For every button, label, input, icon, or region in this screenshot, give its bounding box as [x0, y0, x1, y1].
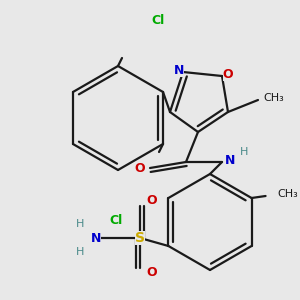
Text: H: H — [76, 219, 84, 229]
Text: N: N — [174, 64, 184, 76]
Text: Cl: Cl — [110, 214, 123, 226]
Text: O: O — [147, 266, 157, 278]
Text: CH₃: CH₃ — [264, 93, 284, 103]
Text: Cl: Cl — [152, 14, 165, 26]
Text: O: O — [135, 161, 145, 175]
Text: O: O — [147, 194, 157, 206]
Text: O: O — [223, 68, 233, 80]
Text: CH₃: CH₃ — [277, 189, 298, 199]
Text: H: H — [240, 147, 248, 157]
Text: H: H — [76, 247, 84, 257]
Text: N: N — [225, 154, 235, 166]
Text: N: N — [91, 232, 101, 244]
Text: S: S — [135, 231, 145, 245]
